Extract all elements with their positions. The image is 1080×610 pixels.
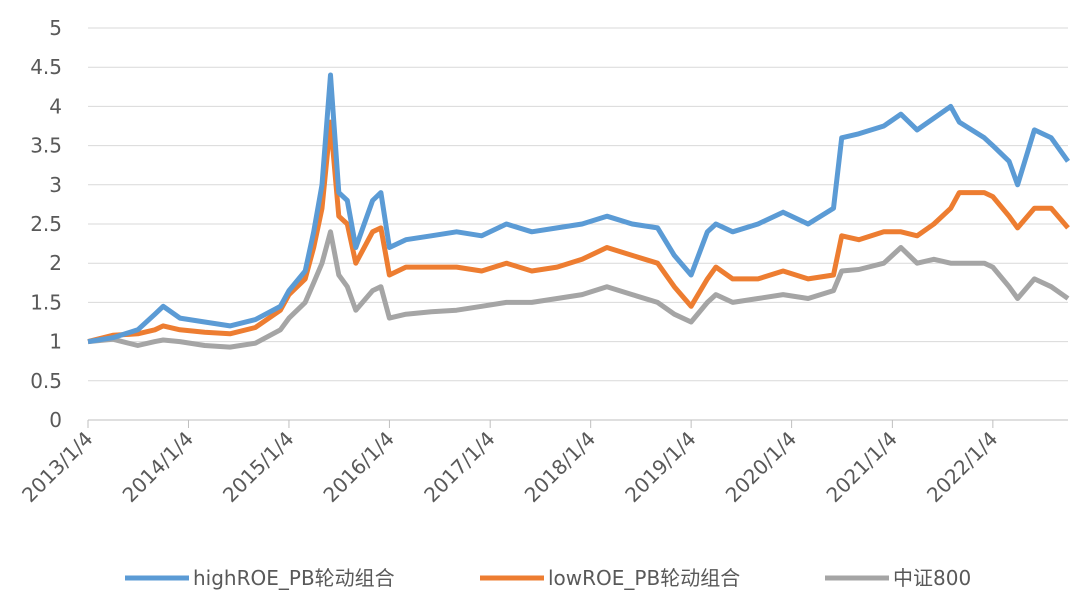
y-tick-label: 0 xyxy=(49,408,62,432)
series-line xyxy=(87,229,1070,350)
legend-label: lowROE_PB轮动组合 xyxy=(548,566,740,590)
x-tick-label: 2021/1/4 xyxy=(821,427,901,507)
y-tick-label: 0.5 xyxy=(30,369,62,393)
x-tick-label: 2022/1/4 xyxy=(922,427,1002,507)
y-tick-label: 3.5 xyxy=(30,134,62,158)
x-tick-label: 2018/1/4 xyxy=(520,427,600,507)
y-tick-label: 2 xyxy=(49,251,62,275)
y-tick-label: 4 xyxy=(49,94,62,118)
y-tick-label: 1 xyxy=(49,330,62,354)
series-line xyxy=(87,119,1070,345)
x-tick-label: 2016/1/4 xyxy=(318,427,398,507)
y-tick-label: 1.5 xyxy=(30,290,62,314)
x-tick-label: 2015/1/4 xyxy=(218,427,298,507)
x-tick-label: 2014/1/4 xyxy=(118,427,198,507)
x-tick-label: 2017/1/4 xyxy=(419,427,499,507)
y-tick-label: 4.5 xyxy=(30,55,62,79)
y-tick-label: 3 xyxy=(49,173,62,197)
legend-label: highROE_PB轮动组合 xyxy=(193,566,395,590)
y-tick-label: 5 xyxy=(49,16,62,40)
x-tick-label: 2019/1/4 xyxy=(620,427,700,507)
x-tick-label: 2020/1/4 xyxy=(721,427,801,507)
x-tick-label: 2013/1/4 xyxy=(17,427,97,507)
legend-label: 中证800 xyxy=(893,566,971,590)
series-line xyxy=(87,72,1071,345)
y-tick-label: 2.5 xyxy=(30,212,62,236)
